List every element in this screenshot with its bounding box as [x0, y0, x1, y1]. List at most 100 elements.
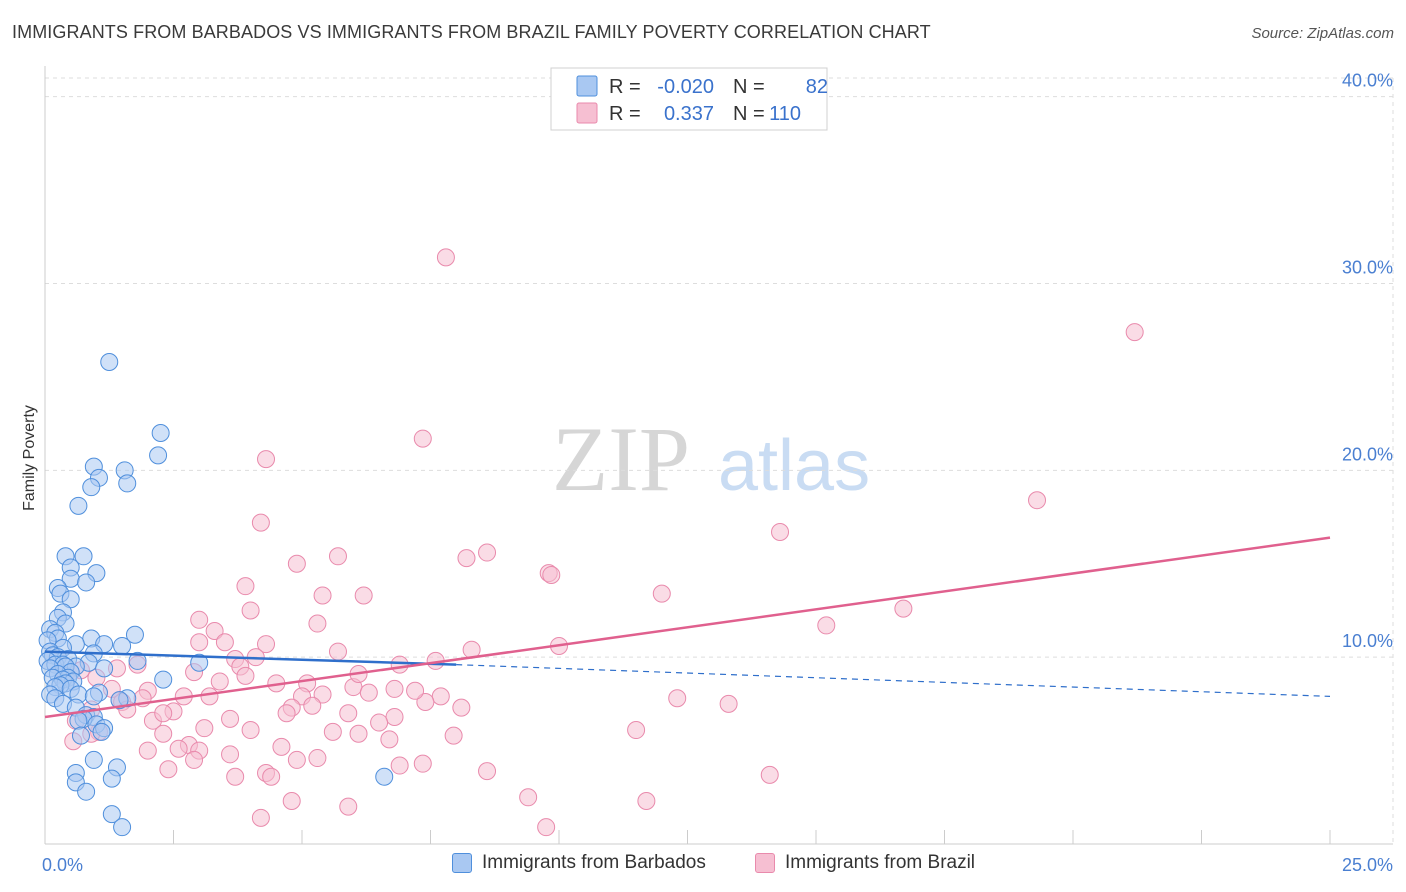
- brazil-point: [760, 765, 779, 784]
- brazil-point: [519, 788, 538, 807]
- brazil-point: [190, 610, 209, 629]
- brazil-point: [282, 792, 301, 811]
- barbados-point: [92, 722, 111, 741]
- brazil-swatch: [755, 853, 775, 873]
- barbados-point: [128, 651, 147, 670]
- barbados-point: [69, 496, 88, 515]
- barbados-points: [38, 352, 394, 837]
- barbados-point: [74, 547, 93, 566]
- barbados-trend-extension: [456, 664, 1331, 698]
- brazil-point: [349, 724, 368, 743]
- axes: [44, 66, 1393, 845]
- brazil-point: [668, 689, 687, 708]
- legend-r-value: -0.020: [657, 76, 714, 98]
- brazil-point: [354, 586, 373, 605]
- brazil-point: [390, 655, 409, 674]
- legend-n-label: N =: [733, 103, 765, 125]
- brazil-point: [313, 685, 332, 704]
- source-credit: Source: ZipAtlas.com: [1251, 25, 1394, 42]
- brazil-point: [154, 704, 173, 723]
- legend-r-label: R =: [609, 76, 641, 98]
- y-tick-label: 20.0%: [1342, 444, 1393, 464]
- legend-swatch-barbados: [576, 75, 598, 97]
- barbados-point: [113, 818, 132, 837]
- brazil-point: [154, 724, 173, 743]
- brazil-point: [478, 543, 497, 562]
- legend-swatch-brazil: [576, 102, 598, 124]
- brazil-point: [542, 565, 561, 584]
- brazil-points: [56, 248, 1144, 837]
- barbados-point: [69, 711, 88, 730]
- barbados-point: [154, 670, 173, 689]
- barbados-point: [110, 691, 129, 710]
- watermark-zip: ZIP: [552, 408, 690, 510]
- brazil-point: [241, 721, 260, 740]
- barbados-point: [84, 687, 103, 706]
- barbados-point: [102, 805, 121, 824]
- brazil-point: [457, 549, 476, 568]
- brazil-point: [241, 601, 260, 620]
- barbados-point: [77, 573, 96, 592]
- brazil-point: [159, 760, 178, 779]
- barbados-point: [102, 769, 121, 788]
- brazil-point: [380, 730, 399, 749]
- brazil-point: [328, 547, 347, 566]
- brazil-point: [313, 586, 332, 605]
- brazil-point: [215, 633, 234, 652]
- brazil-point: [431, 687, 450, 706]
- barbados-point: [95, 659, 114, 678]
- brazil-point: [236, 666, 255, 685]
- brazil-point: [323, 722, 342, 741]
- brazil-point: [436, 248, 455, 267]
- brazil-point: [251, 513, 270, 532]
- brazil-point: [478, 762, 497, 781]
- barbados-point: [118, 474, 137, 493]
- brazil-point: [406, 681, 425, 700]
- barbados-point: [82, 478, 101, 497]
- brazil-point: [771, 522, 790, 541]
- brazil-point: [413, 754, 432, 773]
- brazil-point: [627, 721, 646, 740]
- brazil-point: [287, 750, 306, 769]
- brazil-point: [413, 429, 432, 448]
- trend-lines: [44, 536, 1331, 719]
- brazil-point: [817, 616, 836, 635]
- brazil-trend-line: [44, 536, 1331, 719]
- barbados-swatch: [452, 853, 472, 873]
- brazil-point: [210, 672, 229, 691]
- brazil-point: [257, 635, 276, 654]
- brazil-point: [444, 726, 463, 745]
- brazil-point: [287, 554, 306, 573]
- barbados-point: [149, 446, 168, 465]
- legend-n-value: 110: [769, 103, 801, 125]
- brazil-point: [226, 767, 245, 786]
- brazil-point: [262, 767, 281, 786]
- brazil-point: [637, 792, 656, 811]
- brazil-point: [385, 707, 404, 726]
- legend-r-label: R =: [609, 103, 641, 125]
- brazil-point: [328, 642, 347, 661]
- brazil-point: [308, 749, 327, 768]
- brazil-point: [221, 709, 240, 728]
- brazil-legend-label: Immigrants from Brazil: [785, 852, 976, 873]
- brazil-point: [190, 633, 209, 652]
- brazil-point: [277, 704, 296, 723]
- series-legend-brazil: Immigrants from Brazil: [755, 852, 975, 874]
- brazil-point: [416, 693, 435, 712]
- y-tick-label: 10.0%: [1342, 631, 1393, 651]
- brazil-point: [169, 739, 188, 758]
- correlation-legend: R = -0.020 N = 82 R = 0.337 N = 110: [550, 67, 828, 131]
- barbados-point: [125, 625, 144, 644]
- barbados-point: [84, 750, 103, 769]
- series-legend-barbados: Immigrants from Barbados: [452, 852, 706, 874]
- brazil-point: [251, 808, 270, 827]
- brazil-point: [308, 614, 327, 633]
- brazil-point: [205, 622, 224, 641]
- brazil-point: [359, 683, 378, 702]
- barbados-legend-label: Immigrants from Barbados: [482, 852, 706, 873]
- barbados-point: [151, 423, 170, 442]
- brazil-point: [652, 584, 671, 603]
- legend-n-value: 82: [806, 76, 828, 98]
- barbados-point: [100, 352, 119, 371]
